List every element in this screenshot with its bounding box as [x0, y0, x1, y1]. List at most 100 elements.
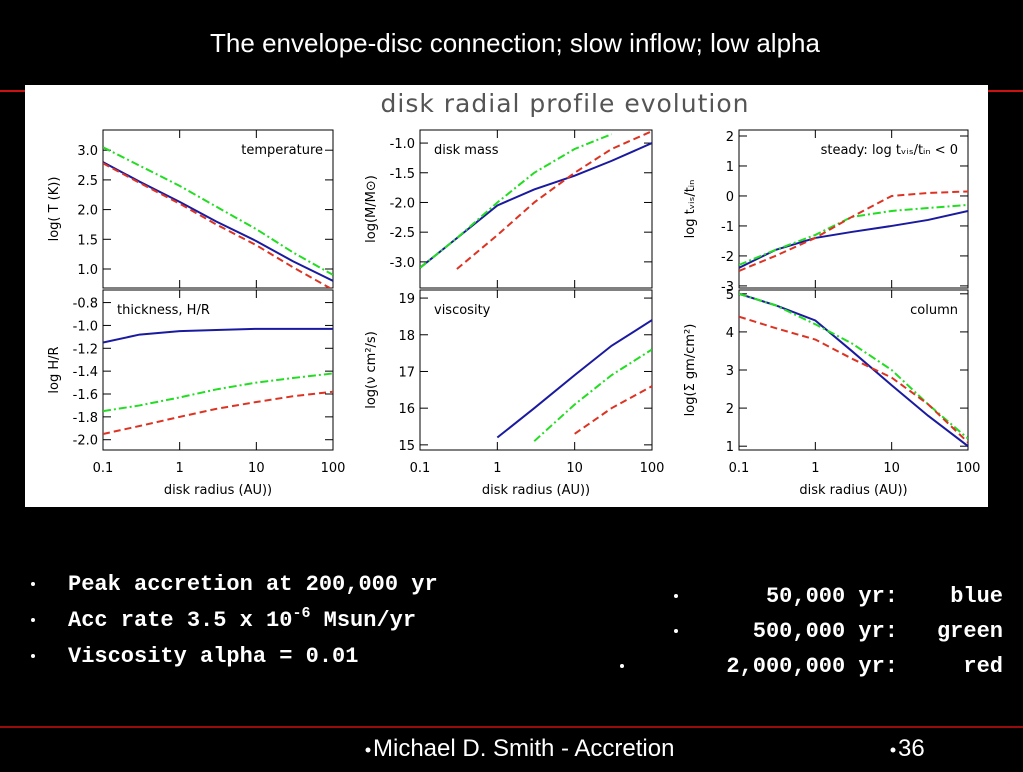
- series-line: [420, 133, 612, 269]
- panel: 3.0 2.5 2.0 1.5 1.0 log( T (K)) temperature: [47, 129, 334, 289]
- series-line: [739, 190, 968, 272]
- y-tick-label: 1.0: [77, 263, 98, 278]
- plot-frame: [102, 129, 334, 289]
- y-tick-label: 4: [726, 326, 734, 341]
- x-tick-label: 0.1: [93, 461, 114, 476]
- y-axis-label: log(ν cm²/s): [364, 331, 379, 409]
- y-tick-label: 0: [726, 190, 734, 205]
- y-tick-label: 15: [398, 439, 415, 454]
- figure-title: disk radial profile evolution: [381, 89, 750, 118]
- page-number: 36: [898, 735, 925, 762]
- legend-color: blue: [950, 584, 1003, 609]
- y-tick-label: 2.5: [77, 174, 98, 189]
- charts: 3.0 2.5 2.0 1.5 1.0 log( T (K)) temperature -1.…: [47, 129, 980, 498]
- bullet-dot: [890, 747, 896, 753]
- bullet-dot: [674, 594, 678, 598]
- legend: 50,000 yr: blue 500,000 yr: green 2,000,000 …: [620, 584, 1003, 679]
- y-tick-label: -3.0: [390, 256, 415, 271]
- x-tick-label: 10: [883, 461, 900, 476]
- footer-text: Michael D. Smith - Accretion: [373, 735, 674, 762]
- y-axis-label: log(Σ gm/cm²): [683, 324, 698, 417]
- text-part: Viscosity alpha = 0.01: [68, 644, 358, 669]
- y-tick-label: 17: [398, 365, 415, 380]
- superscript: -6: [292, 605, 310, 622]
- x-tick-label: 1: [493, 461, 501, 476]
- text-part: Peak accretion at 200,000 yr: [68, 572, 438, 597]
- bullet-dot: [365, 747, 371, 753]
- annotation: disk mass: [434, 143, 499, 158]
- y-tick-label: 18: [398, 329, 415, 344]
- y-tick-label: -1.6: [73, 388, 98, 403]
- y-tick-label: 3: [726, 364, 734, 379]
- y-tick-label: 19: [398, 292, 415, 307]
- series-line: [739, 315, 968, 444]
- y-tick-label: -2.5: [390, 226, 415, 241]
- y-axis-label: log H/R: [47, 346, 62, 393]
- y-tick-label: -1.8: [73, 411, 98, 426]
- x-tick-label: 1: [811, 461, 819, 476]
- y-tick-label: 2: [726, 402, 734, 417]
- y-tick-label: 2: [726, 130, 734, 145]
- y-tick-label: 16: [398, 402, 415, 417]
- annotation: viscosity: [434, 303, 491, 318]
- bullet-text: Acc rate 3.5 x 10-6 Msun/yr: [68, 605, 416, 633]
- y-tick-label: 3.0: [77, 144, 98, 159]
- annotation: temperature: [241, 143, 323, 158]
- x-axis-label: disk radius (AU)): [164, 483, 272, 498]
- bullet-dot: [674, 629, 678, 633]
- y-axis-label: log(M/M⊙): [364, 175, 379, 243]
- series-line: [103, 372, 333, 413]
- bullets: Peak accretion at 200,000 yr Acc rate 3.5…: [31, 572, 438, 669]
- x-tick-label: 0.1: [410, 461, 431, 476]
- series-line: [496, 319, 652, 439]
- series-line: [739, 292, 968, 440]
- bullet-text: Viscosity alpha = 0.01: [68, 644, 358, 669]
- y-tick-label: 1: [726, 440, 734, 455]
- x-tick-label: 100: [956, 461, 981, 476]
- x-tick-label: 0.1: [729, 461, 750, 476]
- y-axis-label: log tᵥᵢₛ/tᵢₙ: [683, 180, 698, 239]
- annotation: steady: log tᵥᵢₛ/tᵢₙ < 0: [821, 143, 958, 158]
- legend-color: red: [963, 654, 1003, 679]
- x-axis-label: disk radius (AU)): [799, 483, 907, 498]
- y-tick-label: 2.0: [77, 204, 98, 219]
- bullet-dot: [31, 582, 35, 586]
- series-line: [739, 203, 968, 266]
- text-part: Acc rate 3.5 x 10: [68, 608, 292, 633]
- panel: 5 4 3 2 1 0.1 1 10 100 disk radius (AU)) log(Σ gm/…: [683, 288, 980, 498]
- legend-time: 50,000 yr:: [766, 584, 898, 609]
- x-axis-label: disk radius (AU)): [482, 483, 590, 498]
- bullet-dot: [620, 664, 624, 668]
- series-line: [103, 327, 333, 344]
- panel: -0.8 -1.0 -1.2 -1.4 -1.6 -1.8 -2.0 0.1 1 10 100 dis…: [47, 289, 346, 498]
- y-tick-label: -1.2: [73, 342, 98, 357]
- plot-frame: [738, 129, 969, 289]
- series-line: [420, 142, 652, 269]
- y-tick-label: -1.0: [73, 319, 98, 334]
- plot-frame: [102, 289, 334, 451]
- y-tick-label: 5: [726, 288, 734, 303]
- x-tick-label: 10: [566, 461, 583, 476]
- y-tick-label: 1: [726, 160, 734, 175]
- y-tick-label: -2.0: [73, 434, 98, 449]
- annotation: thickness, H/R: [117, 303, 210, 318]
- y-tick-label: -1: [721, 220, 734, 235]
- y-tick-label: -1.4: [73, 365, 98, 380]
- series-line: [103, 390, 333, 435]
- series-line: [574, 385, 652, 435]
- legend-color: green: [937, 619, 1003, 644]
- plot-frame: [419, 129, 653, 289]
- y-tick-label: -2: [721, 250, 734, 265]
- x-tick-label: 100: [321, 461, 346, 476]
- panel: 19 18 17 16 15 0.1 1 10 100 disk radius (AU)) log(…: [364, 289, 665, 498]
- y-tick-label: -1.5: [390, 167, 415, 182]
- y-axis-label: log( T (K)): [47, 177, 62, 242]
- slide-title: The envelope-disc connection; slow inflo…: [210, 28, 820, 58]
- bullet-text: Peak accretion at 200,000 yr: [68, 572, 438, 597]
- y-tick-label: 1.5: [77, 233, 98, 248]
- figure-panel: [25, 85, 988, 507]
- panel: 2 1 0 -1 -2 -3 log tᵥᵢₛ/tᵢₙ steady: log tᵥᵢₛ/tᵢ…: [683, 129, 969, 295]
- x-tick-label: 1: [176, 461, 184, 476]
- x-tick-label: 100: [640, 461, 665, 476]
